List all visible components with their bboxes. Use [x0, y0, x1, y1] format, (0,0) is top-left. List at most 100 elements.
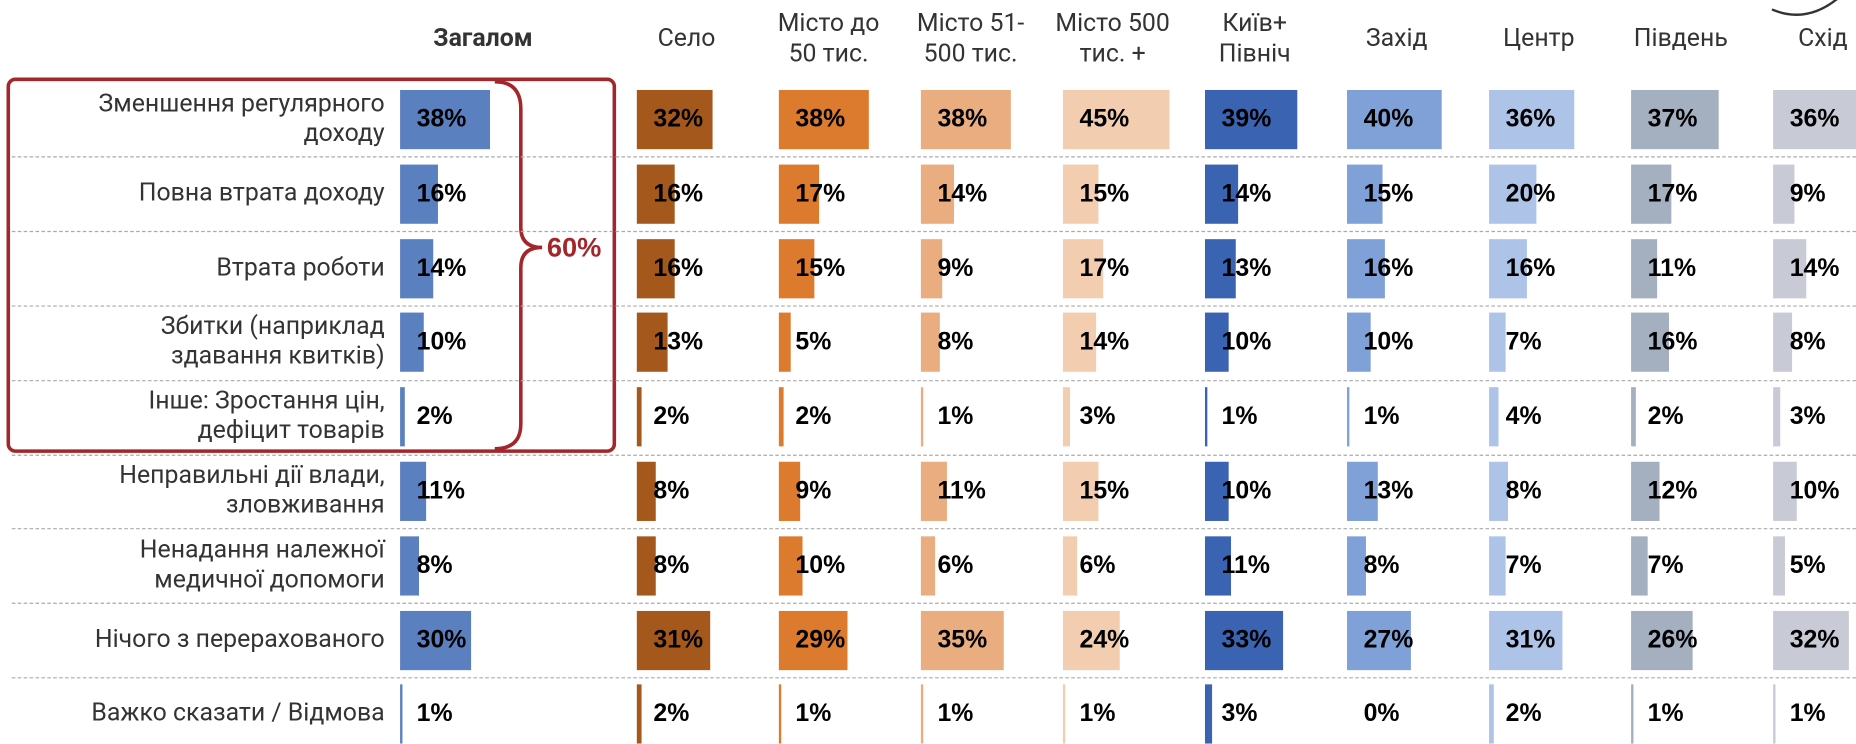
value-label: 14% — [1221, 179, 1272, 207]
bar — [636, 89, 713, 150]
bar — [636, 461, 656, 521]
row-label: Втрата роботи — [216, 253, 385, 282]
bar — [1631, 387, 1636, 447]
bar — [1204, 536, 1232, 596]
value-label: 14% — [1079, 328, 1130, 356]
value-label: 11% — [1647, 254, 1697, 282]
bar — [400, 313, 424, 373]
value-label: 31% — [653, 625, 704, 654]
logo-edge — [1771, 0, 1838, 16]
bar — [1773, 313, 1793, 373]
value-label: 6% — [937, 551, 974, 579]
value-label: 32% — [653, 105, 704, 133]
bar — [920, 89, 1011, 150]
value-label: 0% — [1363, 700, 1400, 728]
bar — [1204, 313, 1229, 373]
bar — [1489, 684, 1494, 744]
bar — [1204, 164, 1239, 224]
value-label: 6% — [1079, 551, 1116, 579]
value-label: 26% — [1647, 625, 1698, 654]
bar — [920, 536, 936, 596]
bar — [1489, 387, 1499, 447]
value-label: 33% — [1221, 625, 1272, 654]
bar — [1489, 164, 1537, 224]
row-separator — [11, 602, 1856, 605]
value-label: 16% — [653, 254, 704, 282]
value-label: 11% — [1221, 551, 1270, 579]
row-label: Зменшення регулярного доходу — [98, 89, 385, 148]
bar — [1062, 313, 1097, 373]
value-label: 20% — [1505, 179, 1556, 207]
bar — [1773, 684, 1776, 744]
value-label: 5% — [795, 328, 832, 356]
value-label: 1% — [1789, 700, 1826, 728]
bar — [1062, 89, 1170, 150]
bar — [1204, 684, 1213, 744]
value-label: 15% — [795, 254, 846, 282]
bar — [1773, 536, 1785, 596]
value-label: 37% — [1647, 105, 1698, 133]
row-separator — [11, 528, 1856, 530]
bar — [1631, 313, 1669, 373]
bar — [1489, 238, 1527, 298]
bar — [1347, 238, 1385, 298]
value-label: 2% — [653, 700, 690, 728]
value-label: 7% — [1647, 551, 1684, 579]
value-label: 35% — [937, 625, 988, 654]
bar — [1062, 610, 1120, 670]
bar — [400, 536, 420, 596]
row-label: Неправильні дії влади, зловживання — [119, 461, 385, 520]
value-label: 24% — [1079, 625, 1130, 654]
bar — [1631, 684, 1634, 744]
bar — [1489, 610, 1563, 670]
bar — [920, 164, 955, 224]
bar — [1631, 610, 1693, 670]
bar — [1773, 89, 1856, 150]
value-label: 14% — [416, 254, 467, 282]
bar — [778, 89, 869, 150]
column-header: Київ+ Північ — [1218, 9, 1291, 69]
bar — [1062, 536, 1078, 596]
bar — [400, 89, 491, 150]
annotation: 60% — [546, 231, 602, 263]
bar — [920, 461, 947, 521]
value-label: 10% — [1221, 328, 1272, 356]
value-label: 2% — [653, 402, 690, 431]
value-label: 14% — [1789, 254, 1840, 282]
row-label: Нічого з перерахованого — [94, 625, 385, 654]
bar — [778, 610, 848, 670]
bar — [400, 610, 472, 670]
bar — [1062, 461, 1099, 521]
column-header: Місто до 50 тис. — [777, 9, 880, 69]
value-label: 16% — [1505, 254, 1556, 282]
value-label: 10% — [1363, 328, 1414, 356]
bar — [1347, 461, 1378, 521]
value-label: 1% — [937, 402, 974, 431]
group-frame — [6, 77, 617, 453]
bar — [1347, 610, 1411, 670]
value-label: 15% — [1079, 179, 1130, 207]
row-separator — [11, 305, 1856, 307]
bar — [778, 536, 803, 596]
value-label: 16% — [416, 179, 467, 207]
column-header: Місто 51- 500 тис. — [916, 9, 1025, 69]
value-label: 8% — [416, 551, 453, 579]
row-separator — [11, 454, 1856, 456]
bar — [1489, 89, 1575, 150]
column-header: Центр — [1502, 24, 1575, 54]
bar — [920, 387, 924, 447]
bar — [636, 313, 668, 373]
value-label: 10% — [1789, 477, 1840, 505]
bar — [1062, 387, 1071, 447]
value-label: 40% — [1363, 105, 1414, 133]
bar — [1204, 89, 1298, 150]
value-label: 14% — [937, 179, 988, 207]
bar — [1773, 164, 1795, 224]
value-label: 8% — [1789, 328, 1826, 356]
row-label: Ненадання належної медичної допомоги — [139, 536, 385, 595]
value-label: 15% — [1079, 477, 1130, 505]
value-label: 2% — [416, 402, 453, 431]
bar — [1347, 89, 1442, 150]
value-label: 29% — [795, 625, 846, 654]
